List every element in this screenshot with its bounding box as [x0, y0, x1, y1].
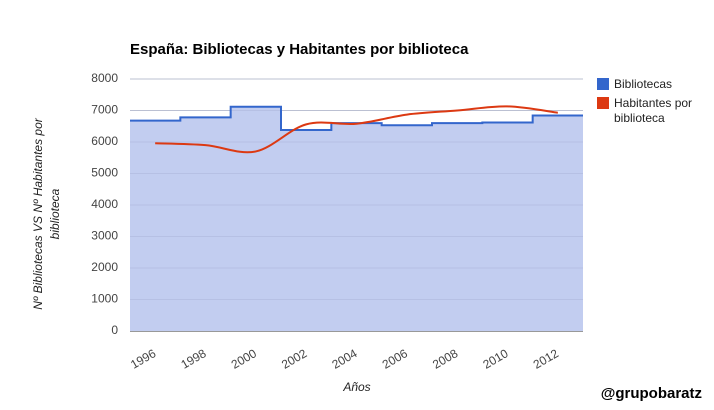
area [130, 106, 583, 331]
y-tick-label: 6000 [91, 134, 118, 148]
y-tick-label: 3000 [91, 229, 118, 243]
y-tick-label: 8000 [91, 71, 118, 85]
x-tick-label: 2006 [380, 346, 410, 372]
y-tick-label: 5000 [91, 166, 118, 180]
x-tick-label: 2008 [430, 346, 460, 372]
chart-title: España: Bibliotecas y Habitantes por bib… [130, 41, 469, 58]
line [155, 105, 558, 154]
x-tick-label: 2000 [229, 346, 259, 372]
x-tick-label: 2012 [531, 346, 561, 372]
watermark: @grupobaratz [601, 385, 702, 402]
y-tick-label: 4000 [91, 197, 118, 211]
x-tick-label: 1996 [128, 346, 158, 372]
y-axis-title: Nº Bibliotecas VS Nº Habitantes por bibl… [31, 118, 62, 310]
y-tick-label: 0 [111, 323, 118, 337]
legend-label: Habitantes por biblioteca [614, 96, 693, 125]
x-tick-label: 2010 [480, 346, 510, 372]
legend-swatch [597, 78, 609, 90]
x-tick-label: 2004 [329, 346, 359, 372]
x-axis-title: Años [342, 380, 370, 394]
y-tick-label: 2000 [91, 260, 118, 274]
x-tick-label: 2002 [279, 346, 309, 372]
y-tick-label: 1000 [91, 292, 118, 306]
x-tick-label: 1998 [178, 346, 208, 372]
legend-swatch [597, 97, 609, 109]
legend-label: Bibliotecas [614, 77, 673, 91]
y-tick-label: 7000 [91, 103, 118, 117]
